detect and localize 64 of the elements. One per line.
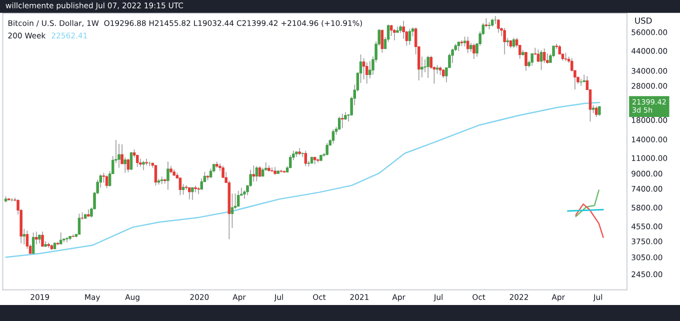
candlestick xyxy=(188,186,191,200)
candlestick xyxy=(426,55,430,78)
candlestick xyxy=(484,18,488,28)
candlestick xyxy=(270,166,274,172)
candlestick xyxy=(457,41,460,52)
candlestick xyxy=(546,52,549,64)
candlestick xyxy=(130,152,133,171)
candlestick xyxy=(536,49,540,63)
candlestick xyxy=(236,190,240,208)
candlestick xyxy=(191,186,194,200)
candlestick xyxy=(182,184,185,196)
candlestick xyxy=(512,37,516,48)
line-series xyxy=(5,102,600,258)
candlestick xyxy=(472,43,476,60)
candlestick xyxy=(142,160,145,171)
candlestick xyxy=(368,60,372,79)
candlestick xyxy=(304,150,308,167)
candlestick xyxy=(362,58,366,80)
candlestick xyxy=(194,185,197,193)
candlestick xyxy=(580,78,582,86)
candlestick xyxy=(332,128,335,144)
candlestick xyxy=(209,168,212,178)
candlestick xyxy=(451,48,454,64)
candlestick xyxy=(197,186,200,195)
y-axis-title: USD xyxy=(635,17,652,24)
candlestick xyxy=(166,161,170,190)
candlestick xyxy=(380,30,384,54)
candlestick xyxy=(78,213,81,235)
candlestick xyxy=(506,38,509,46)
candlestick xyxy=(258,166,262,178)
candlestick xyxy=(524,51,528,72)
candlestick xyxy=(408,28,412,46)
candlestick xyxy=(503,28,506,55)
candlestick xyxy=(154,164,158,186)
candlestick xyxy=(598,106,601,116)
candlestick xyxy=(41,231,44,248)
candlestick xyxy=(542,48,546,64)
candlestick xyxy=(420,56,424,78)
candlestick xyxy=(118,144,120,168)
candlestick xyxy=(22,228,26,245)
candlestick xyxy=(252,164,256,182)
candlestick xyxy=(540,50,543,70)
candlestick xyxy=(230,193,234,228)
candlestick xyxy=(126,158,130,173)
candlestick xyxy=(35,231,38,245)
candlestick xyxy=(288,154,292,169)
candlestick xyxy=(255,166,258,182)
candlestick xyxy=(466,36,470,54)
candlestick xyxy=(341,113,344,129)
candlestick xyxy=(124,156,126,174)
candlestick xyxy=(59,232,62,245)
candlestick xyxy=(393,28,396,41)
candlestick xyxy=(497,18,500,34)
candlestick xyxy=(365,62,368,84)
candlestick xyxy=(326,142,328,156)
candlestick xyxy=(32,232,35,254)
candlestick xyxy=(594,106,598,118)
candlestick xyxy=(582,74,586,83)
candlestick xyxy=(470,42,472,52)
candlestick xyxy=(160,176,164,185)
candlestick xyxy=(145,158,148,166)
candlestick xyxy=(66,236,68,243)
candlestick xyxy=(105,174,108,189)
candlestick xyxy=(139,158,142,167)
